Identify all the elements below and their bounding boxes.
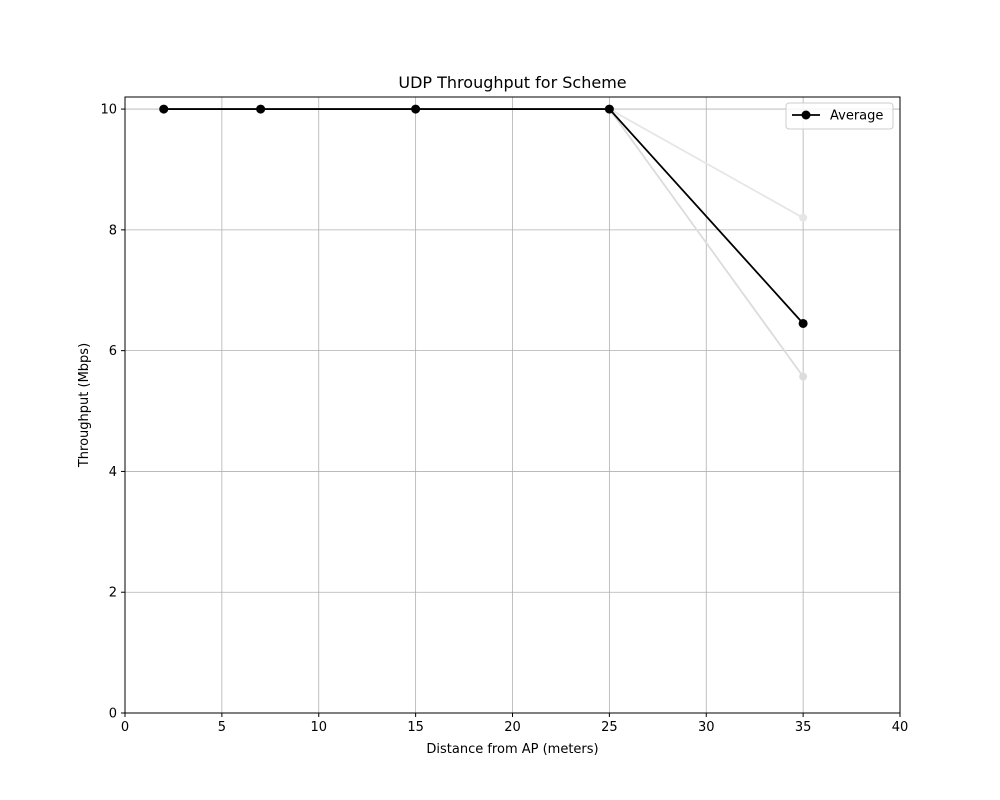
legend: Average	[785, 102, 894, 130]
y-tick-label: 10	[100, 103, 117, 118]
x-tick-label: 35	[795, 720, 812, 735]
y-tick-label: 8	[109, 223, 117, 238]
data-point	[799, 213, 808, 222]
x-axis-label: Distance from AP (meters)	[426, 742, 598, 757]
data-point	[256, 104, 266, 114]
data-point	[798, 318, 808, 328]
legend-label: Average	[830, 109, 883, 124]
series-average	[159, 104, 808, 328]
legend-marker	[801, 110, 811, 120]
x-tick-label: 20	[504, 720, 521, 735]
x-tick-label: 0	[121, 720, 129, 735]
data-point	[411, 104, 421, 114]
series-layer	[159, 104, 808, 381]
data-point	[799, 372, 808, 381]
legend-box	[785, 102, 894, 130]
x-tick-label: 15	[407, 720, 424, 735]
y-tick-label: 4	[109, 465, 117, 480]
data-point	[604, 104, 614, 114]
y-tick-label: 0	[109, 707, 117, 722]
x-tick-label: 40	[892, 720, 909, 735]
y-axis-label: Throughput (Mbps)	[77, 343, 92, 468]
data-point	[159, 104, 169, 114]
x-tick-label: 25	[601, 720, 618, 735]
x-tick-label: 30	[698, 720, 715, 735]
y-tick-label: 6	[109, 344, 117, 359]
x-tick-label: 5	[218, 720, 226, 735]
tick-layer: 0 5 10 15 20 25 30 35 40 0 2 4 6 8 10	[100, 103, 908, 735]
chart-title: UDP Throughput for Scheme	[398, 73, 626, 92]
y-tick-label: 2	[109, 586, 117, 601]
x-tick-label: 10	[310, 720, 327, 735]
